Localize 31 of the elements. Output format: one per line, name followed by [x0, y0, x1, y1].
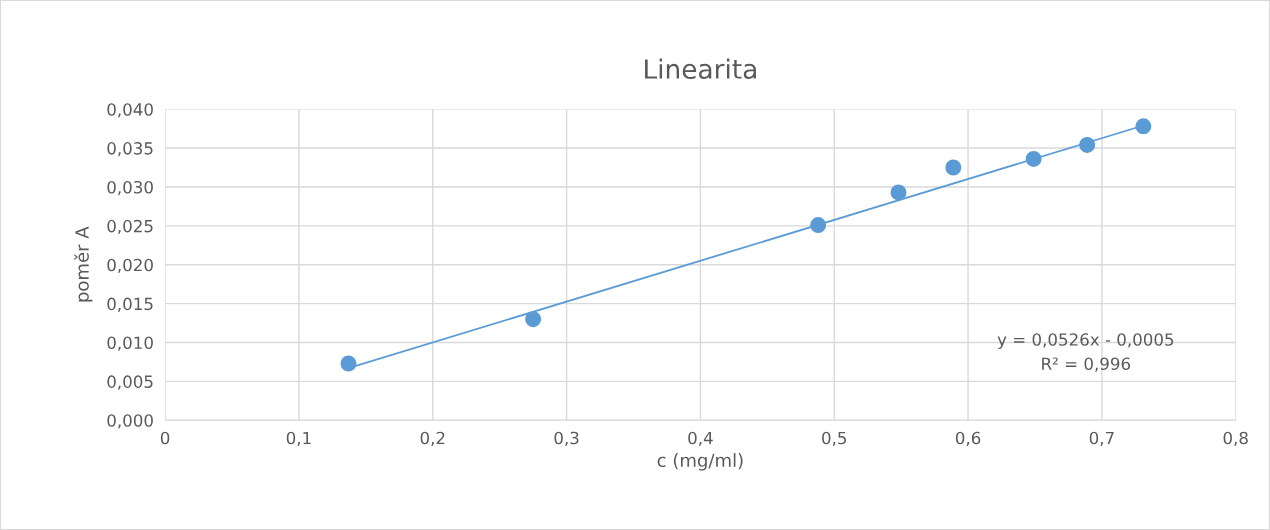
y-tick-label: 0,025	[107, 219, 153, 235]
y-tick-label: 0,020	[107, 258, 153, 273]
point	[1135, 118, 1152, 135]
point	[810, 217, 827, 234]
x-tick-label: 0,8	[1223, 431, 1248, 446]
y-tick-label: 0,035	[107, 142, 153, 157]
x-tick-label: 0,2	[420, 431, 445, 446]
point	[945, 159, 962, 176]
x-tick-label: 0,3	[554, 431, 579, 446]
point	[1025, 150, 1042, 167]
x-tick-label: 0,7	[1089, 431, 1114, 446]
point	[890, 184, 907, 201]
x-tick-label: 0,1	[286, 431, 311, 446]
x-tick-label: 0	[160, 431, 170, 445]
y-tick-label: 0,040	[107, 103, 153, 118]
point	[525, 311, 542, 328]
y-tick-label: 0,030	[107, 180, 153, 196]
x-tick-label: 0,6	[955, 431, 981, 446]
point	[1079, 136, 1096, 153]
y-tick-label: 0,000	[107, 414, 153, 429]
annotation: R² = 0,996	[1042, 357, 1131, 372]
annotation: y = 0,0526x - 0,0005	[997, 333, 1174, 350]
y-tick-label: 0,015	[107, 297, 153, 312]
point	[340, 355, 357, 372]
x-axis-title: c (mg/ml)	[657, 453, 743, 471]
y-tick-label: 0,005	[107, 375, 153, 390]
chart-title: Linearita	[645, 58, 756, 79]
y-tick-label: 0,010	[107, 336, 153, 351]
x-tick-label: 0,5	[822, 431, 847, 446]
x-tick-label: 0,4	[688, 431, 713, 446]
y-axis-title: poměr A	[74, 226, 93, 302]
